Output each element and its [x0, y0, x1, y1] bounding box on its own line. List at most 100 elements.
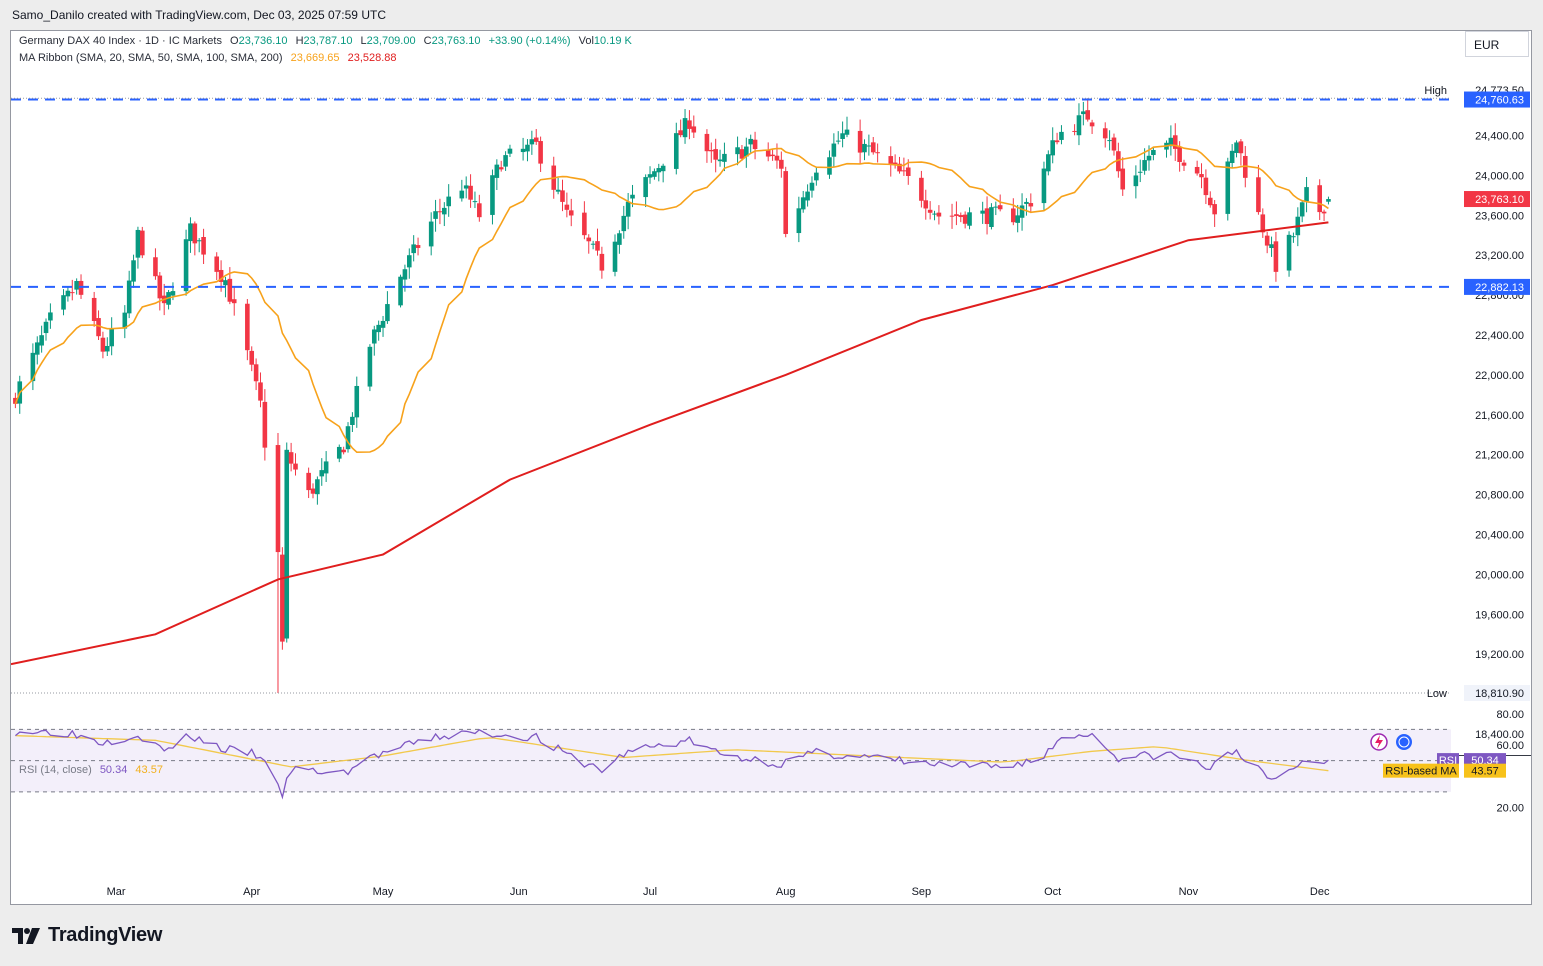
candle-body — [428, 221, 434, 247]
candle-body — [643, 177, 648, 198]
candle — [315, 476, 320, 505]
candle — [1260, 208, 1266, 238]
candle — [293, 453, 298, 476]
candle-body — [805, 191, 810, 201]
candle — [980, 201, 985, 224]
candle — [275, 432, 281, 694]
candle-body — [652, 171, 657, 177]
candle-body — [345, 426, 351, 450]
candle — [376, 320, 381, 341]
candle-body — [682, 118, 688, 138]
candle-body — [1133, 175, 1139, 187]
candle — [459, 179, 465, 202]
candle — [1085, 98, 1091, 122]
candle — [371, 325, 377, 356]
candle-body — [980, 210, 985, 214]
candle-body — [1168, 137, 1174, 147]
candle-body — [783, 171, 789, 234]
candle-body — [1194, 166, 1200, 174]
candle-body — [1111, 137, 1117, 151]
candle — [582, 201, 587, 240]
candle — [779, 151, 784, 178]
candle — [989, 203, 994, 230]
candle — [1107, 130, 1112, 151]
candle-body — [617, 233, 622, 245]
candle-body — [586, 237, 592, 242]
candle — [477, 194, 482, 222]
candle-body — [997, 205, 1003, 210]
candle-body — [490, 175, 495, 215]
tradingview-logo[interactable]: TradingView — [12, 924, 162, 947]
candle — [927, 201, 933, 220]
candle — [157, 272, 163, 311]
candle-body — [625, 201, 631, 217]
candle-body — [774, 155, 780, 161]
moving-averages-layer — [11, 97, 1451, 694]
candle — [835, 131, 841, 145]
candle-body — [1238, 141, 1244, 154]
price-axis: 24,400.00 24,000.00 23,600.00 23,200.00 22,8… — [107, 131, 1524, 899]
candle — [617, 230, 622, 254]
candle — [201, 228, 206, 265]
candle — [1041, 161, 1047, 212]
candle — [367, 344, 373, 392]
candle-body — [520, 148, 526, 153]
candle-body — [1304, 187, 1309, 202]
candle-body — [927, 209, 933, 213]
candle — [905, 159, 911, 185]
candle-body — [1015, 215, 1020, 223]
candle-body — [1177, 147, 1182, 163]
candle — [1212, 200, 1217, 227]
time-tick-label: Oct — [1044, 886, 1061, 898]
candle — [936, 205, 942, 225]
candle-body — [223, 280, 228, 286]
ma-ribbon-name: MA Ribbon (SMA, 20, SMA, 50, SMA, 100, S… — [19, 52, 283, 64]
candle-body — [104, 345, 110, 352]
candle-body — [905, 167, 911, 177]
candle-body — [245, 303, 250, 351]
candle — [166, 289, 171, 310]
candle — [463, 176, 469, 199]
ma-ribbon-legend[interactable]: MA Ribbon (SMA, 20, SMA, 50, SMA, 100, S… — [19, 52, 397, 64]
price-tick-label: 22,000.00 — [1475, 370, 1524, 382]
chart-canvas[interactable]: 24,400.00 24,000.00 23,600.00 23,200.00 22,8… — [11, 31, 1531, 904]
candle — [104, 337, 110, 356]
candle — [564, 192, 570, 218]
candle-body — [1299, 202, 1305, 217]
candle-body — [888, 156, 894, 164]
candle — [997, 194, 1003, 212]
candle-body — [140, 230, 145, 256]
rsi-legend[interactable]: RSI (14, close) 50.34 43.57 — [19, 764, 163, 776]
low-price-label: 18,810.90 — [1464, 685, 1530, 702]
candle — [1181, 159, 1187, 172]
candle — [39, 325, 44, 353]
low-price-label-text: 18,810.90 — [1475, 688, 1524, 700]
price-labels-layer: 24,773.50High24,760.6322,882.1323,763.10… — [1370, 82, 1530, 778]
candle-body — [967, 212, 972, 226]
chart-frame[interactable]: 24,400.00 24,000.00 23,600.00 23,200.00 22,8… — [10, 30, 1532, 905]
candle-body — [253, 364, 259, 382]
candle-body — [341, 449, 346, 453]
lightning-icon[interactable] — [1370, 733, 1388, 751]
candle-body — [442, 207, 447, 215]
candle — [1207, 191, 1213, 208]
candle-body — [993, 206, 999, 208]
candle-body — [306, 472, 311, 491]
candle-body — [380, 320, 386, 328]
candle-body — [796, 208, 802, 234]
candle — [892, 154, 898, 169]
candle — [1225, 157, 1231, 221]
candle-body — [310, 488, 316, 494]
candle-body — [744, 146, 749, 157]
candle-body — [599, 253, 605, 271]
candle — [1273, 231, 1279, 282]
candle — [704, 129, 710, 163]
candle-body — [406, 255, 412, 268]
candle — [748, 134, 753, 153]
candle — [253, 358, 259, 391]
candle-body — [739, 149, 745, 159]
high-value: 23,787.10 — [303, 35, 353, 47]
globe-icon[interactable] — [1396, 734, 1412, 750]
candle-body — [100, 337, 106, 352]
currency-selector[interactable]: EUR — [1465, 31, 1529, 57]
